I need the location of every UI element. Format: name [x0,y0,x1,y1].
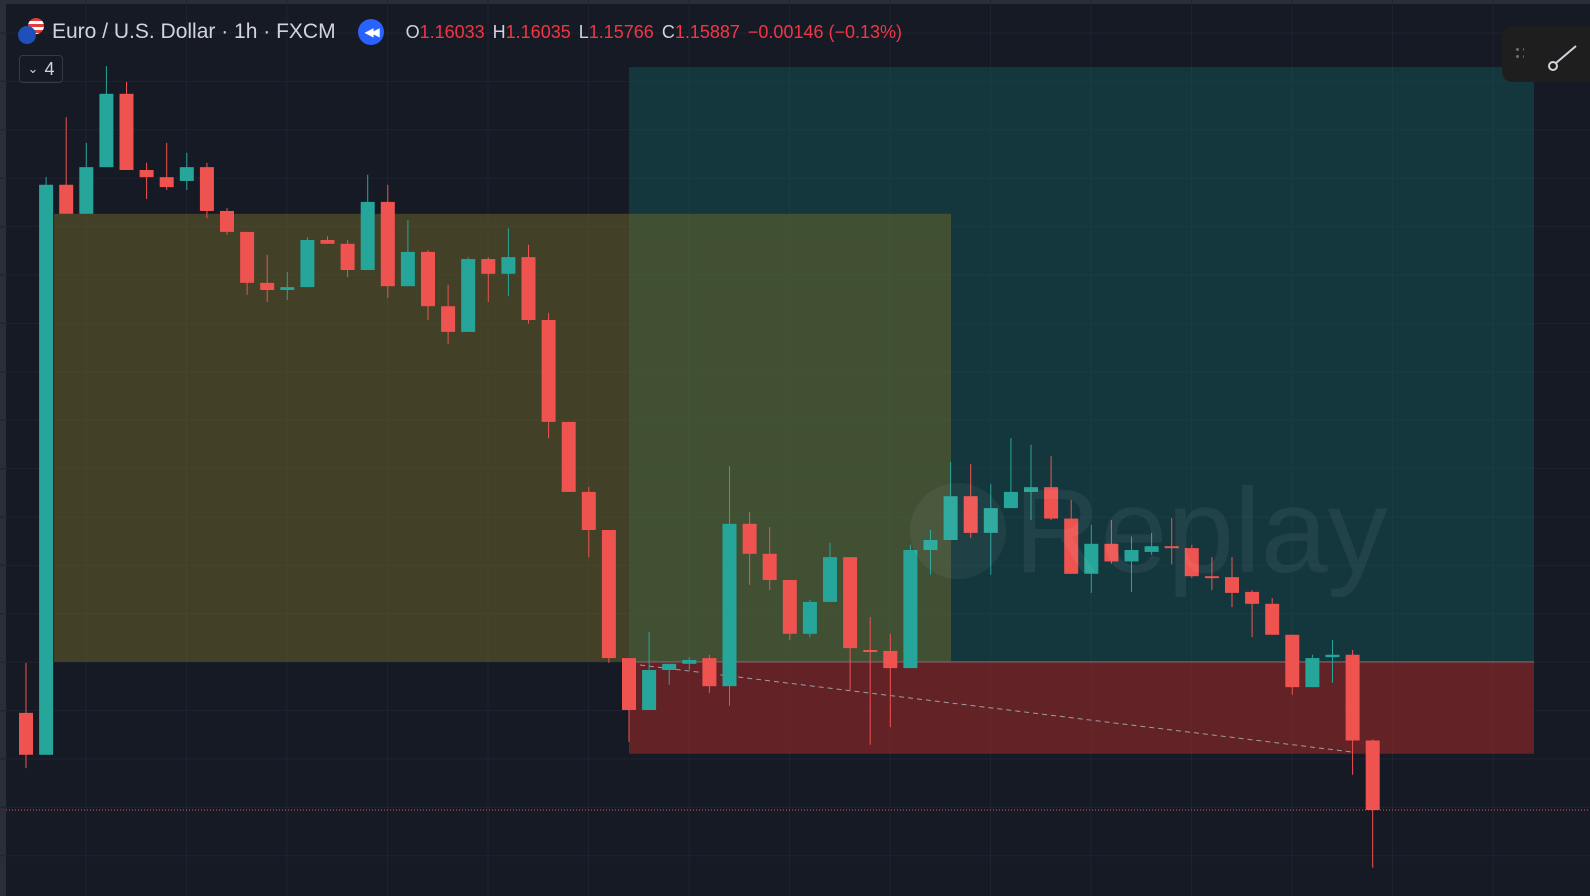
candle-body [340,243,355,270]
candle-body [1104,543,1119,562]
candle-body [39,184,54,755]
candle-body [441,306,456,332]
candle-body [903,550,918,669]
candle-body [1345,654,1360,741]
drawing-toolbar[interactable] [1502,26,1590,82]
candle-body [642,670,657,710]
stop-zone [629,661,1534,754]
candle-body [280,287,295,290]
candle-body [139,170,154,178]
candle-body [762,553,777,580]
replay-watermark: Replay [910,462,1388,600]
drawings[interactable] [6,67,1590,811]
candle-body [561,421,576,492]
replay-rewind-button[interactable]: ◀◀ [357,19,384,45]
symbol-title[interactable]: Euro / U.S. Dollar · 1h · FXCM [52,20,336,43]
candle-body [541,320,556,422]
candle-body [199,167,214,211]
candles [19,66,1380,868]
candle-body [883,650,898,669]
range-box [54,213,951,662]
candle-body [943,496,958,540]
candle-body [823,557,837,602]
candle-body [742,523,757,554]
candle-body [260,282,275,290]
candle-body [59,184,74,214]
indicators-collapse-button[interactable]: ⌄ 4 [19,55,63,83]
candle-body [99,93,114,168]
candle-body [702,658,717,687]
candle-body [923,540,938,550]
high-label: H [492,21,506,42]
candle-body [1044,487,1059,519]
candle-body [983,508,998,533]
candle-body [320,240,335,244]
candle-body [1365,740,1380,810]
candle-body [782,580,797,634]
chevron-down-icon: ⌄ [27,61,39,76]
open-label: O [405,21,420,42]
candle-body [662,663,677,670]
candle-body [722,523,737,687]
candle-body [521,257,536,320]
candle-body [360,201,375,270]
candle-body [79,167,94,214]
candle-body [240,231,255,283]
candle-body [19,712,33,755]
candle-body [159,177,174,188]
candle-body [481,259,496,274]
dashed-trend-line [639,664,1353,753]
candle-body [1164,546,1179,549]
open-value: 1.16033 [419,21,485,42]
candle-body [1225,577,1239,593]
candle-body [1184,548,1199,577]
candle-body [802,601,817,634]
candle-body [220,210,234,232]
candle-body [400,251,415,287]
candle-body [421,251,435,307]
candle-body [1245,591,1260,604]
drag-handle-icon[interactable] [1514,46,1524,62]
candle-body [1305,658,1320,688]
candle-body [843,557,858,649]
replay-logo-icon [910,483,1006,579]
candle-body [119,93,134,170]
change-value: −0.00146 (−0.13%) [747,21,903,42]
indicators-count: 4 [44,58,55,79]
candle-body [863,650,878,652]
candle-body [1325,654,1340,658]
ohlc-values: O1.16033 H1.16035 L1.15766 C1.15887 −0.0… [406,22,902,43]
candle-body [581,491,596,530]
candle-body [300,240,315,288]
candle-body [461,259,476,332]
high-value: 1.16035 [505,21,571,42]
candle-body [1064,518,1079,574]
candle-body [601,530,616,659]
symbol-legend: Euro / U.S. Dollar · 1h · FXCM ◀◀ O1.160… [18,18,902,46]
low-label: L [578,21,589,42]
trend-line-icon[interactable] [1546,44,1586,74]
close-label: C [661,21,675,42]
candle-body [179,167,194,181]
candle-body [963,496,978,533]
candle-body [1265,603,1280,635]
candle-body [1144,546,1159,552]
candle-body [1285,634,1300,688]
candle-body [501,257,516,274]
watermark-text: Replay [1014,464,1388,598]
close-value: 1.15887 [674,21,740,42]
eur-usd-flag-icon [18,18,46,46]
candle-body [1204,576,1219,579]
low-value: 1.15766 [588,21,654,42]
candle-body [682,660,697,664]
candle-body [1024,487,1038,492]
candle-body [1124,550,1139,562]
candle-body [622,658,636,710]
target-zone [629,67,1534,662]
candle-body [1084,543,1099,574]
candle-body [380,201,395,287]
candle-body [1003,491,1018,509]
